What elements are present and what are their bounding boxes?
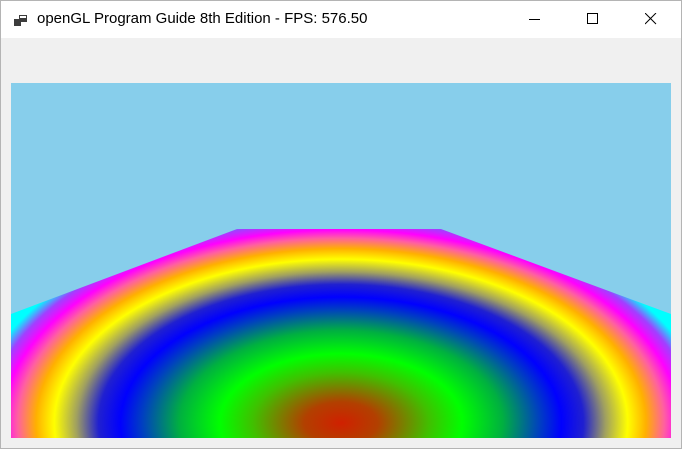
maximize-icon xyxy=(587,13,598,24)
window-title: openGL Program Guide 8th Edition - FPS: … xyxy=(37,10,368,27)
minimize-icon xyxy=(529,19,540,20)
client-area xyxy=(1,38,681,448)
minimize-button[interactable] xyxy=(506,1,564,38)
close-icon xyxy=(645,13,657,25)
rainbow-ground-plane xyxy=(11,229,671,438)
rendered-scene xyxy=(11,229,671,438)
bottom-status-strip xyxy=(11,438,671,446)
maximize-button[interactable] xyxy=(564,1,622,38)
close-button[interactable] xyxy=(622,1,680,38)
title-bar[interactable]: openGL Program Guide 8th Edition - FPS: … xyxy=(1,1,681,38)
app-window-icon xyxy=(13,12,29,28)
opengl-viewport[interactable] xyxy=(11,83,671,438)
